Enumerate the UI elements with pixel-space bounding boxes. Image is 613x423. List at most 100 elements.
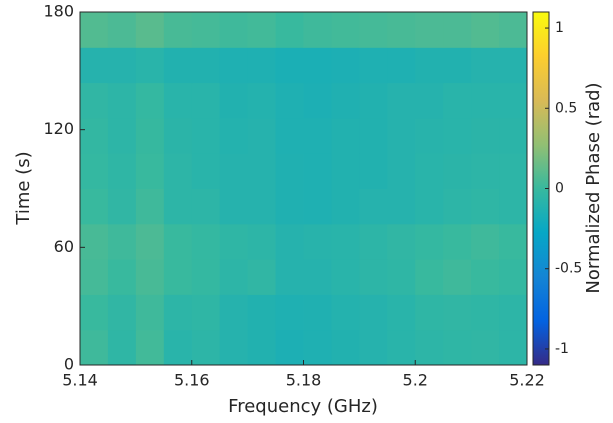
- heatmap-cell: [499, 47, 528, 84]
- heatmap-cell: [443, 259, 472, 295]
- heatmap-cell: [80, 188, 109, 225]
- heatmap-cell: [275, 329, 304, 366]
- heatmap-cell: [107, 329, 137, 366]
- heatmap-cell: [80, 117, 109, 154]
- heatmap-cell: [107, 47, 137, 84]
- heatmap-cell: [135, 223, 165, 260]
- heatmap-cell: [387, 259, 416, 295]
- heatmap-cell: [443, 329, 472, 366]
- heatmap-cell: [443, 82, 472, 119]
- heatmap-cell: [163, 294, 193, 331]
- heatmap-cell: [80, 329, 109, 366]
- heatmap-cell: [135, 117, 165, 154]
- heatmap-cell: [107, 82, 137, 119]
- heatmap-cell: [107, 223, 137, 260]
- heatmap-cell: [471, 82, 500, 119]
- colorbar-label: Normalized Phase (rad): [583, 82, 604, 293]
- heatmap-cell: [191, 188, 221, 225]
- heatmap-cell: [219, 153, 249, 189]
- heatmap-cell: [359, 329, 388, 366]
- y-tick-label: 60: [54, 237, 74, 256]
- y-axis-label: Time (s): [13, 151, 34, 225]
- heatmap-cell: [191, 329, 221, 366]
- heatmap-cell: [191, 294, 221, 331]
- heatmap-cell: [135, 294, 165, 331]
- heatmap-cell: [499, 12, 528, 48]
- heatmap-cell: [107, 188, 137, 225]
- heatmap-cell: [163, 12, 193, 48]
- heatmap-cell: [107, 294, 137, 331]
- heatmap-cell: [471, 47, 500, 84]
- heatmap-cell: [191, 12, 221, 48]
- heatmap-cell: [135, 153, 165, 189]
- heatmap-cell: [359, 117, 388, 154]
- heatmap-cell: [415, 294, 444, 331]
- heatmap-cell: [247, 47, 277, 84]
- heatmap-cell: [415, 12, 444, 48]
- heatmap-cell: [163, 259, 193, 295]
- heatmap-cell: [359, 47, 388, 84]
- heatmap-cell: [80, 259, 109, 295]
- heatmap-cell: [387, 153, 416, 189]
- heatmap-cell: [331, 259, 360, 295]
- heatmap-cell: [191, 82, 221, 119]
- colorbar-tick-label: 0.5: [555, 100, 577, 116]
- heatmap-cell: [499, 329, 528, 366]
- heatmap-cell: [275, 82, 304, 119]
- heatmap-cell: [443, 153, 472, 189]
- heatmap-cell: [247, 153, 277, 189]
- heatmap-cell: [80, 82, 109, 119]
- heatmap-cell: [275, 259, 304, 295]
- heatmap-cell: [163, 47, 193, 84]
- heatmap-cell: [80, 47, 109, 84]
- heatmap-cell: [443, 47, 472, 84]
- heatmap-cell: [331, 117, 360, 154]
- heatmap: [80, 12, 528, 366]
- heatmap-cell: [415, 223, 444, 260]
- x-tick-label: 5.2: [403, 371, 428, 390]
- colorbar-tick-label: 0: [555, 181, 564, 197]
- heatmap-cell: [331, 188, 360, 225]
- heatmap-cell: [499, 82, 528, 119]
- heatmap-cell: [135, 329, 165, 366]
- heatmap-cell: [219, 223, 249, 260]
- heatmap-cell: [499, 153, 528, 189]
- heatmap-cell: [387, 188, 416, 225]
- heatmap-cell: [331, 82, 360, 119]
- heatmap-cell: [303, 223, 332, 260]
- heatmap-cell: [191, 117, 221, 154]
- heatmap-cell: [163, 82, 193, 119]
- heatmap-cell: [331, 153, 360, 189]
- heatmap-cell: [331, 223, 360, 260]
- heatmap-cell: [387, 223, 416, 260]
- heatmap-cell: [303, 153, 332, 189]
- heatmap-cell: [219, 294, 249, 331]
- heatmap-cell: [275, 153, 304, 189]
- heatmap-cell: [80, 294, 109, 331]
- heatmap-cell: [135, 82, 165, 119]
- heatmap-cell: [247, 223, 277, 260]
- y-tick-label: 120: [43, 119, 74, 138]
- heatmap-cell: [387, 117, 416, 154]
- heatmap-cell: [415, 153, 444, 189]
- heatmap-cell: [471, 188, 500, 225]
- heatmap-cell: [471, 12, 500, 48]
- x-tick-label: 5.16: [174, 371, 210, 390]
- heatmap-cell: [219, 82, 249, 119]
- heatmap-cell: [471, 223, 500, 260]
- y-tick-label: 0: [64, 355, 74, 374]
- heatmap-cell: [219, 188, 249, 225]
- heatmap-cell: [443, 12, 472, 48]
- heatmap-cell: [415, 188, 444, 225]
- heatmap-cell: [443, 223, 472, 260]
- heatmap-cell: [219, 47, 249, 84]
- heatmap-cell: [135, 188, 165, 225]
- heatmap-cell: [135, 259, 165, 295]
- heatmap-cell: [275, 47, 304, 84]
- heatmap-cell: [107, 153, 137, 189]
- heatmap-cell: [303, 82, 332, 119]
- heatmap-cell: [247, 12, 277, 48]
- heatmap-cell: [359, 82, 388, 119]
- heatmap-cell: [303, 188, 332, 225]
- colorbar-tick-label: 1: [555, 20, 564, 36]
